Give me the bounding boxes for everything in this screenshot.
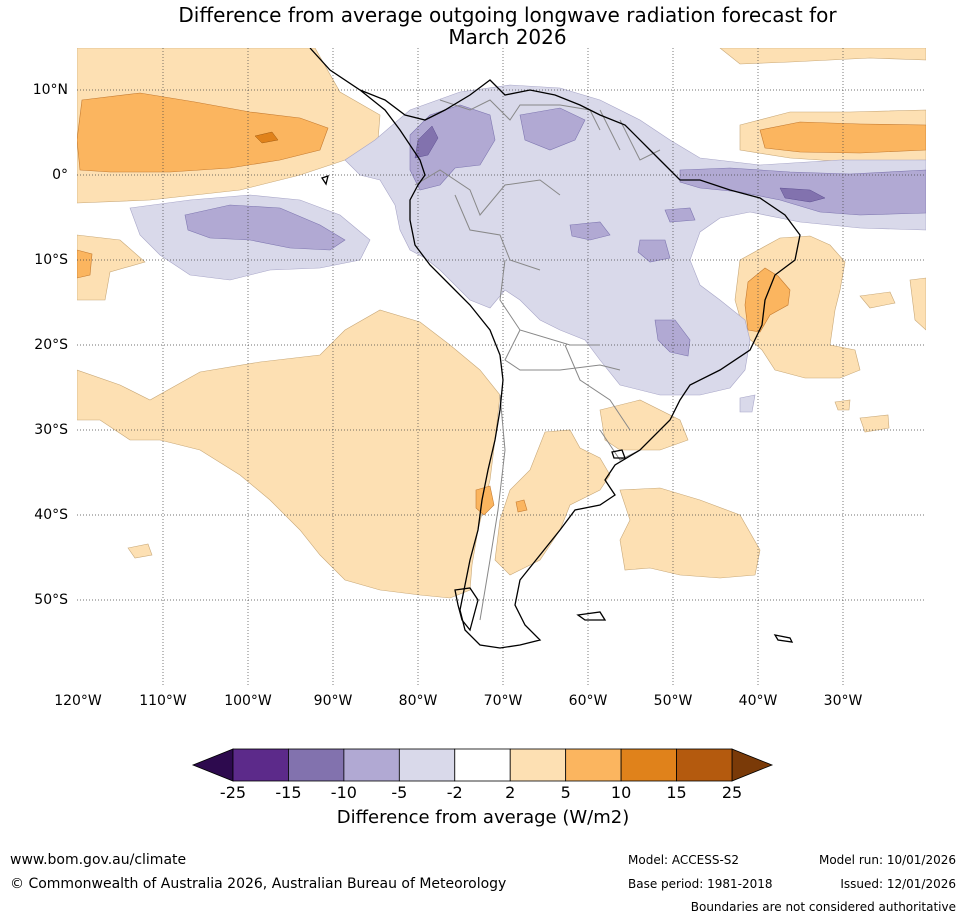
colorbar-over-arrow bbox=[731, 748, 774, 782]
colorbar-cell bbox=[232, 748, 289, 782]
colorbar-cell bbox=[620, 748, 677, 782]
colorbar-tick-label: 2 bbox=[505, 783, 516, 802]
lon-label-40w: 40°W bbox=[738, 693, 778, 709]
footer-model-run: Model run: 10/01/2026 bbox=[818, 853, 956, 867]
lat-label-40s: 40°S bbox=[34, 507, 68, 523]
lon-label-80w: 80°W bbox=[398, 693, 438, 709]
colorbar-tick-label: -15 bbox=[275, 783, 302, 802]
lon-label-70w: 70°W bbox=[483, 693, 523, 709]
colorbar-title: Difference from average (W/m2) bbox=[336, 807, 630, 828]
colorbar-cell bbox=[288, 748, 345, 782]
colorbar-tick-label: 15 bbox=[666, 783, 687, 802]
map-fields bbox=[77, 48, 926, 685]
footer-website[interactable]: www.bom.gov.au/climate bbox=[10, 852, 187, 868]
colorbar-tick-label: 5 bbox=[560, 783, 571, 802]
colorbar-cell bbox=[676, 748, 733, 782]
map-title-line2: March 2026 bbox=[448, 25, 567, 49]
lat-label-10s: 10°S bbox=[34, 252, 68, 268]
footer-base-period: Base period: 1981-2018 bbox=[628, 877, 773, 891]
country-borders bbox=[414, 99, 661, 621]
colorbar-tick-label: 25 bbox=[721, 783, 743, 802]
lat-label-50s: 50°S bbox=[34, 592, 68, 608]
colorbar-under-arrow bbox=[191, 748, 234, 782]
footer-issued: Issued: 12/01/2026 bbox=[840, 877, 956, 891]
lon-label-30w: 30°W bbox=[823, 693, 863, 709]
colorbar-cell bbox=[454, 748, 511, 782]
colorbar-tick-label: 10 bbox=[610, 783, 632, 802]
colorbar-tick-label: -25 bbox=[219, 783, 247, 802]
colorbar-cell bbox=[565, 748, 622, 782]
colorbar-tick-label: -5 bbox=[391, 783, 408, 802]
footer-copyright: © Commonwealth of Australia 2026, Austra… bbox=[10, 876, 507, 892]
lon-label-100w: 100°W bbox=[224, 693, 272, 709]
lon-label-90w: 90°W bbox=[313, 693, 353, 709]
lon-label-110w: 110°W bbox=[139, 693, 187, 709]
lat-label-30s: 30°S bbox=[34, 422, 68, 438]
lon-label-50w: 50°W bbox=[653, 693, 693, 709]
lat-label-10n: 10°N bbox=[32, 82, 68, 98]
colorbar-tick-label: -2 bbox=[446, 783, 463, 802]
colorbar-cell bbox=[509, 748, 567, 782]
negative-anomaly-strong bbox=[414, 125, 826, 203]
coastline bbox=[309, 48, 801, 649]
positive-anomaly-medium bbox=[77, 92, 926, 516]
lon-label-60w: 60°W bbox=[568, 693, 608, 709]
colorbar-cell bbox=[398, 748, 456, 782]
lat-label-20s: 20°S bbox=[34, 337, 68, 353]
lon-label-120w: 120°W bbox=[54, 693, 102, 709]
positive-anomaly-strong bbox=[254, 131, 279, 144]
footer-disclaimer: Boundaries are not considered authoritat… bbox=[690, 900, 956, 914]
colorbar-tick-label: -10 bbox=[330, 783, 357, 802]
footer-model: Model: ACCESS-S2 bbox=[628, 853, 740, 867]
colorbar-cell bbox=[343, 748, 400, 782]
negative-anomaly-medium bbox=[184, 104, 926, 357]
map-title: Difference from average outgoing longwav… bbox=[0, 4, 965, 48]
map-title-line1: Difference from average outgoing longwav… bbox=[178, 3, 837, 27]
lat-label-0: 0° bbox=[52, 167, 68, 183]
